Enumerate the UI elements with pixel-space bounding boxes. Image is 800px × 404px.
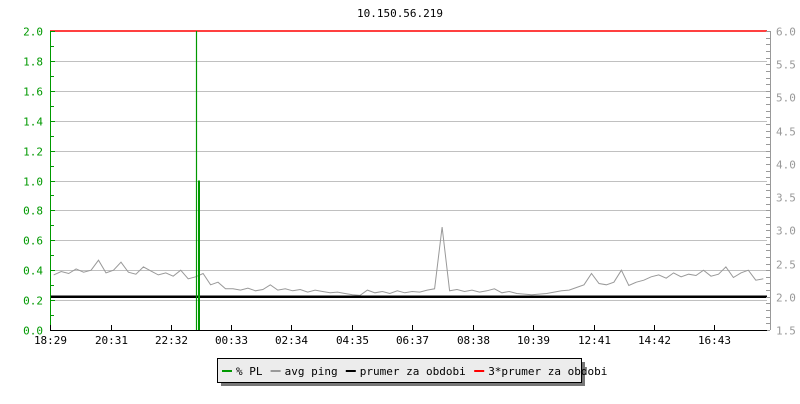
legend-label: avg ping xyxy=(285,365,338,378)
y-right-tick-label: 4.5 xyxy=(776,126,796,139)
avg-ping-line xyxy=(53,226,764,296)
x-tick-label: 12:41 xyxy=(578,334,611,347)
y-right-tick-label: 1.5 xyxy=(776,325,796,338)
y-left-tick-label: 0.8 xyxy=(23,205,43,218)
y-left-tick-label: 0.0 xyxy=(23,325,43,338)
y-left-tick-label: 1.6 xyxy=(23,86,43,99)
y-left-tick-label: 1.4 xyxy=(23,116,43,129)
y-right-tick-label: 5.0 xyxy=(776,92,796,105)
y-right-tick-label: 5.5 xyxy=(776,59,796,72)
x-tick-label: 04:35 xyxy=(336,334,369,347)
x-tick-label: 02:34 xyxy=(275,334,308,347)
y-right-tick-label: 3.5 xyxy=(776,192,796,205)
y-left-tick-label: 1.0 xyxy=(23,176,43,189)
x-tick-label: 06:37 xyxy=(396,334,429,347)
y-right-tick-label: 2.0 xyxy=(776,292,796,305)
legend-label: % PL xyxy=(236,365,263,378)
x-tick-label: 20:31 xyxy=(95,334,128,347)
legend-label: 3*prumer za obdobi xyxy=(488,365,607,378)
x-tick-label: 14:42 xyxy=(638,334,671,347)
y-left-tick-label: 0.4 xyxy=(23,265,43,278)
y-right-tick-label: 3.0 xyxy=(776,225,796,238)
legend: % PL avg ping prumer za obdobi 3*prumer za … xyxy=(217,358,607,386)
grid xyxy=(50,61,767,301)
x-tick-label: 00:33 xyxy=(215,334,248,347)
y-right-tick-label: 6.0 xyxy=(776,26,796,39)
series-layer xyxy=(50,30,767,330)
x-tick-label: 22:32 xyxy=(155,334,188,347)
x-tick-label: 18:29 xyxy=(34,334,67,347)
y-left-tick-label: 2.0 xyxy=(23,26,43,39)
y-left-tick-label: 1.8 xyxy=(23,56,43,69)
axes: 0.0 0.2 0.4 0.6 0.8 1.0 1.2 1.4 1.6 1.8 2.0 1.5 2.0 2… xyxy=(23,26,796,348)
x-tick-label: 10:39 xyxy=(517,334,550,347)
chart-title: 10.150.56.219 xyxy=(357,7,443,20)
y-right-tick-label: 4.0 xyxy=(776,159,796,172)
x-tick-label: 16:43 xyxy=(698,334,731,347)
x-tick-label: 08:38 xyxy=(457,334,490,347)
y-left-tick-label: 0.2 xyxy=(23,295,43,308)
y-right-tick-label: 2.5 xyxy=(776,259,796,272)
y-left-tick-label: 0.6 xyxy=(23,235,43,248)
y-left-tick-label: 1.2 xyxy=(23,146,43,159)
legend-label: prumer za obdobi xyxy=(360,365,466,378)
